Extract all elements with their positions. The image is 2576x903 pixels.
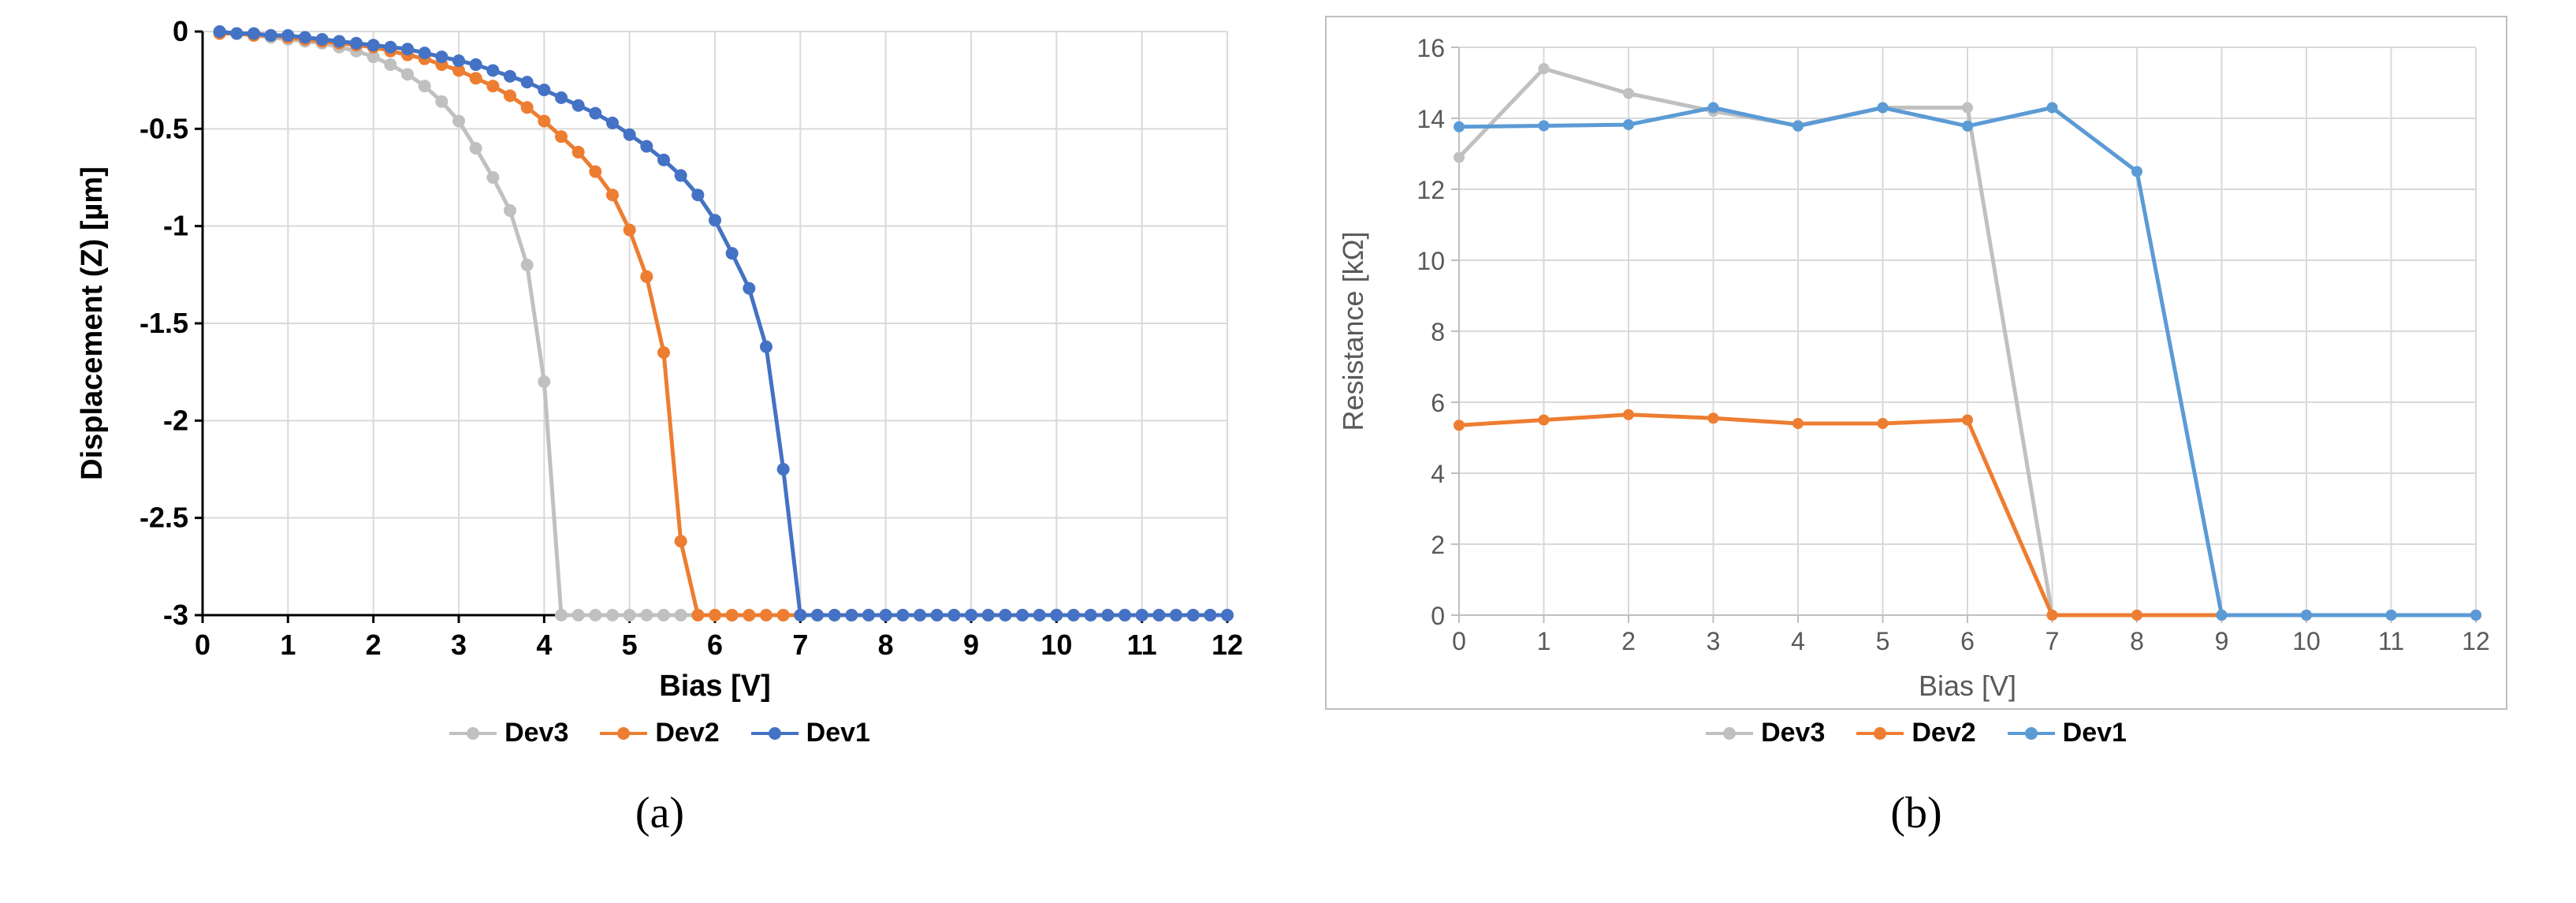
- svg-text:1: 1: [280, 629, 296, 661]
- svg-text:12: 12: [2462, 627, 2490, 655]
- svg-text:9: 9: [963, 629, 979, 661]
- svg-text:4: 4: [1791, 627, 1805, 655]
- svg-text:11: 11: [2378, 627, 2404, 655]
- svg-text:12: 12: [1416, 176, 1445, 204]
- svg-text:-1.5: -1.5: [140, 307, 188, 339]
- svg-text:0: 0: [195, 629, 210, 661]
- svg-text:4: 4: [1431, 460, 1445, 488]
- svg-text:0: 0: [1452, 627, 1466, 655]
- panel-b-caption: (b): [1890, 788, 1941, 838]
- svg-text:5: 5: [1876, 627, 1890, 655]
- svg-text:1: 1: [1537, 627, 1551, 655]
- svg-text:-1: -1: [163, 210, 188, 242]
- svg-text:8: 8: [1431, 318, 1445, 346]
- svg-text:2: 2: [1621, 627, 1636, 655]
- svg-text:-0.5: -0.5: [140, 112, 188, 144]
- svg-text:10: 10: [1416, 247, 1445, 275]
- svg-text:Bias [V]: Bias [V]: [659, 670, 770, 703]
- figure-wrap: 0123456789101112-3-2.5-2-1.5-1-0.50Bias …: [0, 0, 2576, 903]
- svg-text:8: 8: [878, 629, 894, 661]
- svg-text:Displacement (Z) [µm]: Displacement (Z) [µm]: [76, 166, 109, 480]
- svg-text:12: 12: [1212, 629, 1243, 661]
- chart-b-svg: 01234567891011120246810121416Bias [V]Res…: [1325, 16, 2507, 710]
- svg-text:9: 9: [2215, 627, 2229, 655]
- panel-a-caption: (a): [635, 788, 684, 838]
- svg-text:Bias [V]: Bias [V]: [1919, 670, 2016, 702]
- panel-a: 0123456789101112-3-2.5-2-1.5-1-0.50Bias …: [69, 16, 1251, 838]
- svg-text:6: 6: [1960, 627, 1975, 655]
- svg-text:Resistance [kΩ]: Resistance [kΩ]: [1337, 231, 1369, 431]
- svg-text:6: 6: [707, 629, 723, 661]
- legend-item: Dev3: [1706, 718, 1825, 748]
- svg-text:5: 5: [622, 629, 638, 661]
- svg-text:16: 16: [1416, 34, 1445, 62]
- svg-text:14: 14: [1416, 105, 1445, 133]
- panel-b: 01234567891011120246810121416Bias [V]Res…: [1325, 16, 2507, 838]
- svg-text:2: 2: [1431, 531, 1445, 559]
- svg-text:0: 0: [1431, 602, 1445, 630]
- svg-text:8: 8: [2130, 627, 2144, 655]
- legend-item: Dev3: [449, 718, 568, 748]
- svg-text:0: 0: [173, 16, 188, 47]
- svg-text:4: 4: [536, 629, 552, 661]
- svg-text:7: 7: [792, 629, 808, 661]
- legend-item: Dev1: [2008, 718, 2127, 748]
- svg-text:-2: -2: [163, 404, 188, 436]
- chart-a-box: 0123456789101112-3-2.5-2-1.5-1-0.50Bias …: [69, 16, 1251, 710]
- svg-text:7: 7: [2046, 627, 2060, 655]
- svg-text:6: 6: [1431, 389, 1445, 417]
- legend-item: Dev1: [751, 718, 870, 748]
- svg-text:-3: -3: [163, 599, 188, 631]
- svg-text:10: 10: [1040, 629, 1072, 661]
- legend-item: Dev2: [1856, 718, 1975, 748]
- chart-b-legend: Dev3 Dev2 Dev1: [1706, 718, 2127, 748]
- svg-text:3: 3: [1707, 627, 1721, 655]
- chart-b-box: 01234567891011120246810121416Bias [V]Res…: [1325, 16, 2507, 710]
- chart-a-svg: 0123456789101112-3-2.5-2-1.5-1-0.50Bias …: [69, 16, 1251, 710]
- svg-text:10: 10: [2292, 627, 2321, 655]
- chart-a-legend: Dev3 Dev2 Dev1: [449, 718, 870, 748]
- legend-item: Dev2: [600, 718, 719, 748]
- svg-text:-2.5: -2.5: [140, 502, 188, 534]
- svg-text:11: 11: [1127, 629, 1157, 661]
- svg-text:3: 3: [451, 629, 467, 661]
- svg-text:2: 2: [366, 629, 382, 661]
